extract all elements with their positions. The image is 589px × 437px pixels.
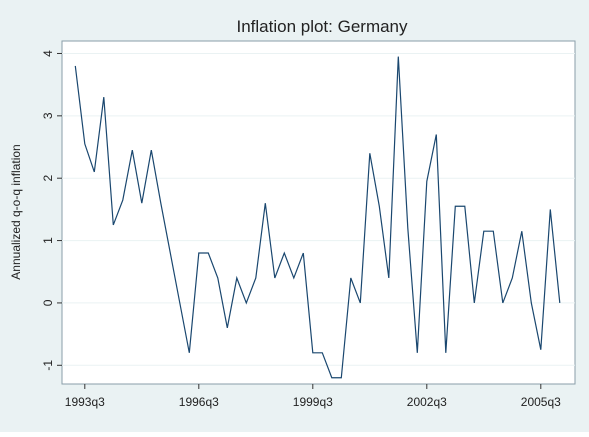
plot-area xyxy=(61,40,576,385)
x-tick-label: 2002q3 xyxy=(407,395,447,409)
chart-title: Inflation plot: Germany xyxy=(236,17,408,36)
y-tick-label: 1 xyxy=(41,237,55,244)
data-line xyxy=(74,56,561,379)
x-tick-label: 1993q3 xyxy=(65,395,105,409)
x-tick-label: 2005q3 xyxy=(521,395,561,409)
y-tick-label: -1 xyxy=(41,360,55,371)
y-tick-label: 2 xyxy=(41,175,55,182)
y-tick-label: 3 xyxy=(41,112,55,119)
x-tick-label: 1996q3 xyxy=(179,395,219,409)
y-axis-title: Annualized q-o-q inflation xyxy=(9,144,23,279)
y-tick-label: 0 xyxy=(41,299,55,306)
x-tick-label: 1999q3 xyxy=(293,395,333,409)
y-tick-label: 4 xyxy=(41,50,55,57)
